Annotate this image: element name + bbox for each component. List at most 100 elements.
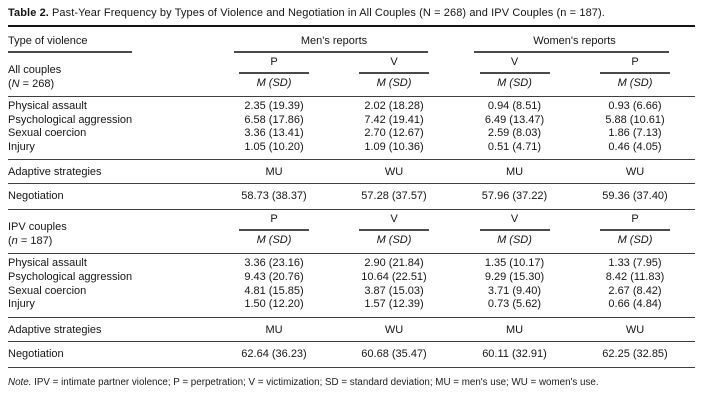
cell-value: 1.05 (10.20) (244, 140, 304, 153)
cell-value: 2.90 (21.84) (364, 257, 424, 270)
adaptive-col: MU (505, 323, 524, 336)
cell-value: 3.87 (15.03) (364, 284, 424, 297)
row-label: Psychological aggression (8, 270, 133, 283)
measure-rule (359, 72, 429, 74)
adaptive-col: WU (384, 323, 404, 336)
cell-value: 4.81 (15.85) (244, 284, 304, 297)
table-row: Injury 1.50 (12.20) 1.57 (12.39) 0.73 (5… (8, 298, 695, 312)
measure-rule (479, 229, 550, 232)
row-label: Negotiation (8, 347, 64, 360)
note-label: Note. (8, 376, 32, 388)
adaptive-col: WU (625, 166, 645, 179)
header-cell-womens-reports: Women's reports (454, 35, 695, 53)
measure-col-v: V M (SD) (454, 56, 575, 91)
adaptive-col: WU (625, 323, 645, 336)
group-label-n: (N = 268) (8, 78, 55, 90)
spanner-rule-mens-reports (234, 51, 428, 53)
adaptive-strategies-row: Adaptive strategies MU WU MU WU (8, 318, 695, 341)
cell-value: 60.11 (32.91) (482, 347, 547, 360)
group-label-n: (n = 187) (8, 235, 53, 248)
note-text: IPV = intimate partner violence; P = per… (31, 376, 599, 388)
group-label-line1: IPV couples (8, 221, 67, 234)
cell-value: 1.33 (7.95) (608, 257, 662, 270)
measure-col-p: P M (SD) (575, 213, 695, 248)
table-row: Psychological aggression 6.58 (17.86) 7.… (8, 114, 695, 128)
table-row: Psychological aggression 9.43 (20.76) 10… (8, 271, 695, 285)
spanner-rule-type-of-violence (8, 51, 132, 53)
cell-value: 1.09 (10.36) (364, 140, 424, 153)
table-title: Table 2. Past-Year Frequency by Types of … (8, 7, 695, 20)
table-row: Sexual coercion 3.36 (13.41) 2.70 (12.67… (8, 127, 695, 141)
section-rule (8, 209, 695, 211)
cell-value: 62.64 (36.23) (241, 347, 307, 360)
cell-value: 10.64 (22.51) (361, 270, 427, 283)
measure-rule (359, 229, 429, 232)
group-label-ipv-couples: IPV couples (n = 187) (8, 213, 214, 248)
cell-value: 2.35 (19.39) (244, 100, 304, 112)
cell-value: 0.93 (6.66) (608, 100, 662, 112)
adaptive-strategies-row: Adaptive strategies MU WU MU WU (8, 160, 695, 183)
section-rule (8, 340, 695, 342)
cell-value: 1.35 (10.17) (484, 257, 545, 270)
cell-value: 0.46 (4.05) (608, 140, 662, 153)
row-label: Physical assault (8, 100, 87, 112)
adaptive-col: WU (384, 166, 404, 179)
msd-label: M (SD) (617, 234, 653, 247)
cell-value: 2.02 (18.28) (364, 100, 424, 112)
section-rule (8, 96, 695, 97)
msd-label: M (SD) (256, 234, 292, 247)
cell-value: 8.42 (11.83) (605, 270, 665, 283)
header-cell-mens-reports: Men's reports (214, 35, 454, 53)
adaptive-col: MU (265, 166, 283, 179)
column-group-header: Type of violence Men's reports Women's r… (8, 35, 695, 53)
measure-col-p: P M (SD) (575, 56, 695, 91)
cell-value: 62.25 (32.85) (602, 347, 668, 360)
header-cell-type-of-violence: Type of violence (8, 35, 214, 53)
cell-value: 9.43 (20.76) (244, 270, 304, 283)
measure-col-v: V M (SD) (334, 213, 454, 248)
cell-value: 7.42 (19.41) (364, 113, 424, 126)
row-label: Sexual coercion (8, 127, 87, 140)
measure-col-v: V M (SD) (454, 213, 575, 248)
table-row: Physical assault 3.36 (23.16) 2.90 (21.8… (8, 254, 695, 271)
row-label: Adaptive strategies (8, 323, 102, 336)
cell-value: 0.73 (5.62) (487, 298, 542, 311)
cell-value: 1.57 (12.39) (364, 298, 424, 311)
cell-value: 3.71 (9.40) (487, 284, 542, 297)
row-label: Injury (8, 298, 35, 311)
cell-value: 59.36 (37.40) (602, 190, 668, 203)
row-label: Adaptive strategies (8, 166, 102, 179)
msd-label: M (SD) (617, 77, 653, 89)
subheader-all-couples: All couples (N = 268) P M (SD) V M (SD) … (8, 53, 695, 91)
spanner-rule-womens-reports (474, 51, 669, 53)
bottom-rule (8, 366, 695, 368)
measure-rule (239, 72, 309, 74)
cell-value: 0.94 (8.51) (487, 100, 542, 112)
negotiation-row: Negotiation 62.64 (36.23) 60.68 (35.47) … (8, 342, 695, 367)
col-group-womens-reports: Women's reports (533, 35, 616, 47)
table-number: Table 2. (8, 7, 49, 19)
col-header-type-of-violence: Type of violence (8, 35, 88, 47)
group-label-line1: All couples (8, 64, 62, 76)
section-rule (8, 253, 695, 255)
adaptive-col: MU (265, 323, 283, 336)
cell-value: 2.67 (8.42) (608, 284, 662, 297)
top-rule (8, 25, 695, 27)
row-label: Negotiation (8, 190, 64, 203)
msd-label: M (SD) (376, 234, 412, 247)
table-row: Injury 1.05 (10.20) 1.09 (10.36) 0.51 (4… (8, 141, 695, 155)
msd-label: M (SD) (256, 77, 292, 89)
cell-value: 1.50 (12.20) (244, 298, 304, 311)
cell-value: 6.49 (13.47) (484, 113, 545, 126)
table-row: Physical assault 2.35 (19.39) 2.02 (18.2… (8, 97, 695, 114)
measure-col-v: V M (SD) (334, 56, 454, 91)
row-label: Injury (8, 140, 35, 153)
cell-value: 0.51 (4.71) (487, 140, 542, 153)
row-label: Physical assault (8, 257, 87, 270)
cell-value: 1.86 (7.13) (608, 127, 662, 140)
table-caption: Past-Year Frequency by Types of Violence… (51, 7, 605, 19)
measure-rule (479, 72, 550, 74)
measure-rule (600, 72, 670, 74)
cell-value: 3.36 (13.41) (244, 127, 304, 140)
